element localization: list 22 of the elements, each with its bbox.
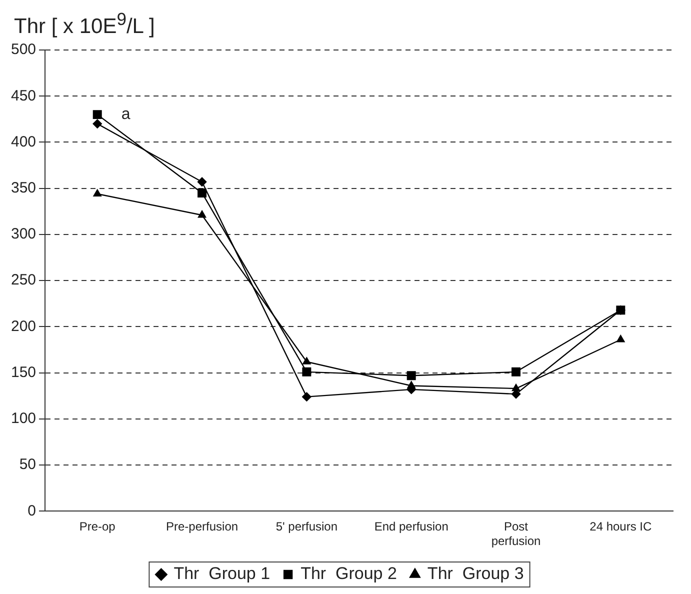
legend-label: Thr Group 1 (174, 564, 270, 584)
y-tick-label: 350 (10, 180, 36, 196)
x-tick-label: Pre-perfusion (166, 520, 238, 534)
annotation: a (121, 106, 130, 123)
x-tick-label: End perfusion (374, 520, 448, 534)
x-tick-label: Post perfusion (491, 520, 541, 548)
legend-label: Thr Group 2 (300, 564, 397, 584)
y-tick-label: 250 (10, 272, 36, 289)
x-tick-label: 5' perfusion (276, 520, 338, 534)
y-tick-label: 300 (10, 226, 36, 243)
legend-label: Thr Group 3 (427, 564, 524, 584)
x-tick-label: 24 hours IC (590, 520, 652, 534)
y-tick-label: 0 (28, 502, 36, 520)
y-tick-label: 400 (10, 133, 36, 150)
y-axis-title: Thr [ x 10E$^{9}$/L ] (14, 8, 156, 38)
y-tick-label: 150 (10, 364, 36, 381)
y-tick-label: 100 (10, 410, 36, 428)
y-tick-label: 500 (10, 41, 36, 58)
x-tick-label: Pre-op (79, 520, 116, 534)
y-tick-label: 200 (10, 318, 36, 335)
y-tick-label: 450 (10, 87, 36, 104)
y-tick-label: 50 (19, 456, 36, 474)
